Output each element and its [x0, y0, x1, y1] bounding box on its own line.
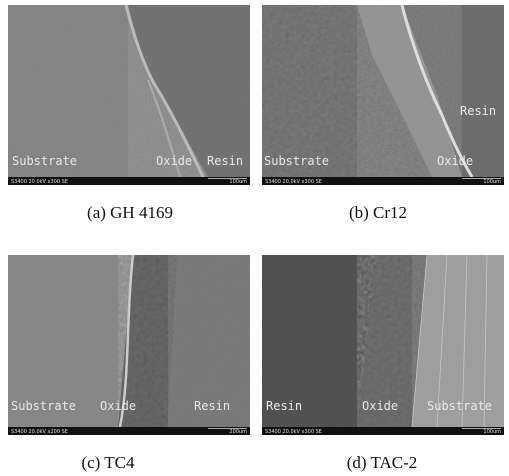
region-label: Resin — [266, 399, 302, 413]
sem-image-a — [8, 5, 250, 177]
scale-text: 100um — [483, 179, 501, 185]
region-label: Substrate — [427, 399, 492, 413]
info-text: S3400 20.0kV x300 SE — [265, 429, 322, 435]
info-text: S3400 20.0kV x200 SE — [11, 429, 68, 435]
info-text: S3400 20.0kV x300 SE — [265, 179, 322, 185]
region-label: Resin — [207, 154, 243, 168]
scale-text: 100um — [483, 429, 501, 435]
region-label: Oxide — [156, 154, 192, 168]
caption: (c) TC4 — [81, 453, 135, 472]
region-label: Substrate — [12, 154, 77, 168]
region-label: Resin — [460, 104, 496, 118]
caption: (b) Cr12 — [349, 203, 407, 222]
sem-image-b — [262, 5, 504, 177]
region-label: Oxide — [437, 154, 473, 168]
caption: (a) GH 4169 — [87, 203, 173, 222]
figure: S3400 20.0kV x300 SE 100um Substrate Oxide R… — [0, 0, 509, 476]
region-label: Substrate — [264, 154, 329, 168]
region-label: Resin — [194, 399, 230, 413]
scale-text: 100um — [229, 179, 247, 185]
region-label: Substrate — [11, 399, 76, 413]
region-label: Oxide — [100, 399, 136, 413]
info-text: S3400 20.0kV x300 SE — [11, 179, 68, 185]
caption: (d) TAC-2 — [347, 453, 418, 472]
region-label: Oxide — [362, 399, 398, 413]
scale-text: 200um — [229, 429, 247, 435]
